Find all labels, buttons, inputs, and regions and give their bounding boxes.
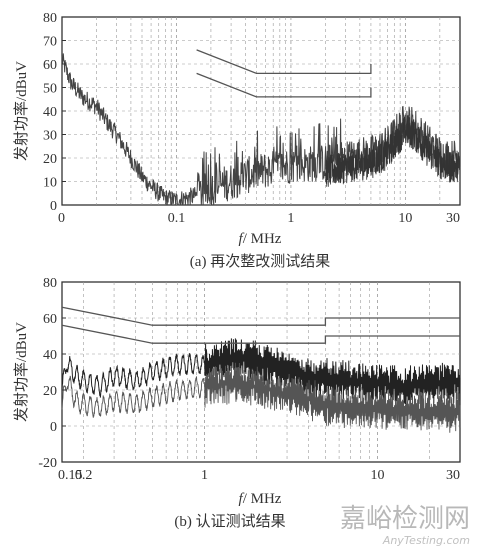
x-tick-label: 0.15 <box>58 468 83 483</box>
chart-a-data <box>61 53 461 206</box>
chart-b-ticks: -20 0 20 40 60 80 0.150.2 1 10 30 <box>38 276 460 483</box>
chart-a: 0 10 20 30 40 50 60 70 80 0 0.1 1 10 30 发射功率/dBuV f/ … <box>13 11 461 270</box>
y-tick-label: 70 <box>43 35 57 50</box>
chart-b-caption: (b) 认证测试结果 <box>174 513 285 530</box>
y-tick-label: 80 <box>43 11 57 26</box>
y-tick-label: 0 <box>50 420 57 435</box>
x-tick-label: 10 <box>370 468 384 483</box>
x-tick-label: 0.2 <box>75 468 93 483</box>
limit-line-1 <box>196 49 372 75</box>
watermark-cn: 嘉峪检测网 <box>340 504 470 534</box>
y-tick-label: 40 <box>43 105 57 120</box>
chart-a-xlabel-var: f <box>239 231 245 247</box>
chart-a-caption: (a) 再次整改测试结果 <box>190 253 330 270</box>
chart-b: -20 0 20 40 60 80 0.150.2 1 10 30 发射功率/dBuV f/ MH… <box>13 276 461 530</box>
y-tick-label: 10 <box>43 176 57 191</box>
chart-b-frame <box>61 281 461 463</box>
chart-b-xlabel: f/ MHz <box>239 491 282 507</box>
y-tick-label: 40 <box>43 348 57 363</box>
y-tick-label: 60 <box>43 312 57 327</box>
y-tick-label: 20 <box>43 152 57 167</box>
series-emission-b-1 <box>61 338 461 408</box>
chart-b-limit-lines <box>61 306 460 344</box>
y-tick-label: 30 <box>43 129 57 144</box>
limit-line-1 <box>61 306 460 326</box>
chart-a-ticks: 0 10 20 30 40 50 60 70 80 0 0.1 1 10 30 <box>43 11 460 226</box>
chart-b-xlabel-unit: / MHz <box>243 491 282 507</box>
watermark-en: AnyTesting.com <box>382 534 470 547</box>
x-tick-label: 1 <box>201 468 208 483</box>
chart-b-data <box>61 338 461 433</box>
chart-a-xlabel: f/ MHz <box>239 231 282 247</box>
y-tick-label: 60 <box>43 58 57 73</box>
y-tick-label: 0 <box>50 199 57 214</box>
chart-b-xlabel-var: f <box>239 491 245 507</box>
y-tick-label: 80 <box>43 276 57 291</box>
x-tick-label: 0.1 <box>168 211 186 226</box>
x-tick-label: 10 <box>398 211 412 226</box>
chart-a-xlabel-unit: / MHz <box>243 231 282 247</box>
y-tick-label: 20 <box>43 384 57 399</box>
y-tick-label: 50 <box>43 82 57 97</box>
chart-a-limit-lines <box>196 49 372 98</box>
x-tick-label: 0 <box>58 211 65 226</box>
limit-line-2 <box>196 72 372 98</box>
series-emission-a-dense <box>325 114 461 187</box>
chart-b-ylabel: 发射功率/dBuV <box>13 322 30 422</box>
limit-line-2 <box>61 324 460 344</box>
y-tick-label: -20 <box>38 456 57 471</box>
chart-a-ylabel: 发射功率/dBuV <box>13 61 30 161</box>
x-tick-label: 1 <box>287 211 294 226</box>
series-emission-b-2 <box>61 362 461 433</box>
x-tick-label: 30 <box>446 468 460 483</box>
x-tick-label: 30 <box>446 211 460 226</box>
